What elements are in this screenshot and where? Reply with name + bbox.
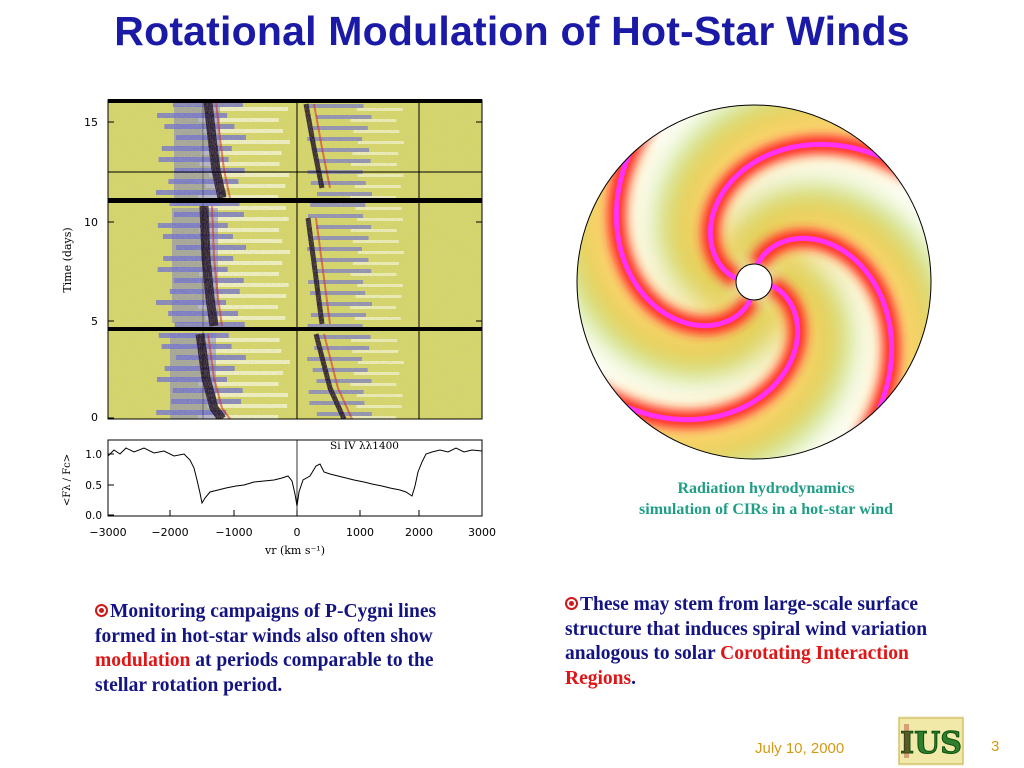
slide-title: Rotational Modulation of Hot-Star Winds — [114, 8, 910, 54]
xtick-label: 0 — [294, 526, 301, 539]
ytick-label: 0.0 — [85, 510, 102, 522]
simulation-caption: Radiation hydrodynamics simulation of CI… — [598, 478, 934, 520]
line-label: Si IV λλ1400 — [330, 440, 399, 452]
ius-logo: IUS — [898, 716, 964, 766]
x-axis-label: vr (km s⁻¹) — [264, 544, 325, 557]
ytick-label: 1.0 — [85, 449, 102, 461]
ytick-label: 0.5 — [85, 480, 102, 492]
dynamic-spectrum-panel: 15 10 5 0 Time (days) — [61, 99, 483, 424]
y-axis-label: <Fλ / Fc> — [62, 454, 73, 506]
xtick-label: 3000 — [468, 526, 496, 539]
xtick-label: −1000 — [215, 526, 252, 539]
epoch-line — [108, 327, 482, 331]
xtick-label: 1000 — [346, 526, 374, 539]
disk-outline — [576, 104, 932, 460]
epoch-line — [108, 99, 482, 103]
bullet-text: Monitoring campaigns of P-Cygni lines fo… — [95, 601, 437, 647]
ytick-label: 10 — [84, 216, 98, 229]
bullet-surface-structure: These may stem from large-scale surface … — [565, 593, 945, 691]
logo-text: IUS — [900, 726, 962, 761]
bullet-text: These may stem from large-scale surface … — [565, 594, 928, 664]
xtick-label: 2000 — [405, 526, 433, 539]
highlight-modulation: modulation — [95, 650, 191, 671]
mean-profile-panel: 1.0 0.5 0.0 <Fλ / Fc> Si IV λλ1400 −3000… — [62, 439, 496, 557]
ytick-label: 5 — [91, 315, 98, 328]
xtick-label: −3000 — [89, 526, 126, 539]
cir-simulation-figure — [576, 104, 932, 460]
bullet-icon — [95, 604, 108, 617]
bullet-text: at periods comparable to the stellar rot… — [95, 650, 434, 696]
bullet-icon — [565, 597, 578, 610]
caption-line: simulation of CIRs in a hot-star wind — [639, 501, 893, 518]
footer-date: July 10, 2000 — [755, 740, 845, 757]
dynamic-spectrum-figure: 15 10 5 0 Time (days) 1.0 0.5 0.0 <Fλ / … — [61, 99, 496, 557]
bullet-monitoring: Monitoring campaigns of P-Cygni lines fo… — [95, 600, 455, 698]
highlight-cir: Corotating Interaction Regions — [565, 643, 909, 689]
ytick-label: 0 — [91, 411, 98, 424]
mean-profile-line — [107, 447, 483, 507]
bullet-text: . — [631, 667, 636, 689]
ytick-label: 15 — [84, 116, 98, 129]
page-number: 3 — [991, 738, 1000, 755]
stellar-core — [735, 263, 773, 301]
caption-line: Radiation hydrodynamics — [677, 480, 855, 497]
epoch-line — [108, 198, 482, 203]
xtick-label: −2000 — [151, 526, 188, 539]
y-axis-label: Time (days) — [61, 227, 74, 292]
